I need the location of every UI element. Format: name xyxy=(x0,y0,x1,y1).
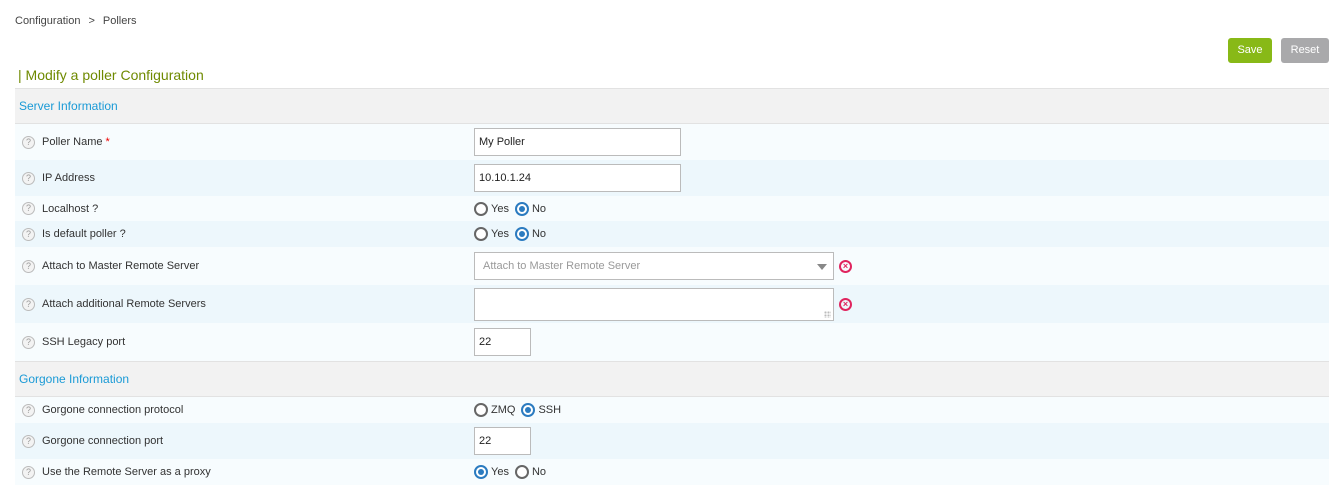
master-remote-select[interactable]: Attach to Master Remote Server xyxy=(474,252,834,280)
label-gorgone-port: Gorgone connection port xyxy=(42,435,164,447)
help-icon[interactable]: ? xyxy=(22,465,35,479)
poller-name-input[interactable]: My Poller xyxy=(474,128,681,156)
help-icon[interactable]: ? xyxy=(22,171,35,185)
help-icon[interactable]: ? xyxy=(22,297,35,311)
localhost-no-radio[interactable]: No xyxy=(514,201,547,216)
breadcrumb-configuration[interactable]: Configuration xyxy=(15,15,81,27)
help-icon[interactable]: ? xyxy=(22,335,35,349)
help-icon[interactable]: ? xyxy=(22,135,35,149)
protocol-zmq-radio[interactable]: ZMQ xyxy=(474,403,515,417)
radio-icon xyxy=(514,465,529,479)
additional-remotes-input[interactable] xyxy=(474,287,834,321)
radio-icon xyxy=(474,227,488,241)
save-button[interactable]: Save xyxy=(1228,38,1272,63)
label-localhost: Localhost ? xyxy=(42,202,99,215)
label-gorgone-protocol: Gorgone connection protocol xyxy=(42,404,184,416)
resize-grip-icon[interactable] xyxy=(824,310,831,318)
localhost-yes-radio[interactable]: Yes xyxy=(474,201,509,216)
poller-form: Server Information ? Poller Name * My Pol… xyxy=(15,88,1329,485)
row-gorgone-port: ? Gorgone connection port 22 xyxy=(15,423,1329,459)
row-master-remote: ? Attach to Master Remote Server Attach … xyxy=(15,247,1329,285)
radio-selected-icon xyxy=(514,201,529,216)
label-additional-remotes: Attach additional Remote Servers xyxy=(42,298,206,310)
radio-label: No xyxy=(531,466,547,478)
section-gorgone-information: Gorgone Information xyxy=(15,361,1329,397)
help-icon[interactable]: ? xyxy=(22,259,35,273)
radio-selected-icon xyxy=(521,403,536,417)
breadcrumb: Configuration > Pollers xyxy=(15,15,137,27)
ip-address-input[interactable]: 10.10.1.24 xyxy=(474,164,681,192)
proxy-yes-radio[interactable]: Yes xyxy=(474,465,509,479)
help-icon[interactable]: ? xyxy=(22,434,35,448)
default-poller-no-radio[interactable]: No xyxy=(514,227,547,241)
label-default-poller: Is default poller ? xyxy=(42,228,126,240)
row-ssh-legacy-port: ? SSH Legacy port 22 xyxy=(15,323,1329,361)
row-additional-remotes: ? Attach additional Remote Servers × xyxy=(15,285,1329,323)
proxy-no-radio[interactable]: No xyxy=(514,465,547,479)
radio-icon xyxy=(474,403,488,417)
gorgone-port-input[interactable]: 22 xyxy=(474,427,531,455)
radio-label: ZMQ xyxy=(491,404,516,416)
radio-label: Yes xyxy=(491,202,509,215)
radio-selected-icon xyxy=(474,465,488,479)
chevron-down-icon xyxy=(817,264,827,270)
radio-icon xyxy=(474,201,488,216)
section-server-information: Server Information xyxy=(15,88,1329,124)
row-poller-name: ? Poller Name * My Poller xyxy=(15,124,1329,160)
radio-selected-icon xyxy=(514,227,529,241)
label-text: Poller Name xyxy=(42,136,103,148)
required-marker: * xyxy=(105,136,110,148)
label-remote-proxy: Use the Remote Server as a proxy xyxy=(42,466,211,478)
row-default-poller: ? Is default poller ? Yes No xyxy=(15,221,1329,247)
default-poller-yes-radio[interactable]: Yes xyxy=(474,227,509,241)
label-poller-name: Poller Name * xyxy=(42,136,110,148)
ssh-legacy-port-input[interactable]: 22 xyxy=(474,328,531,356)
radio-label: SSH xyxy=(538,404,562,416)
clear-circle-icon[interactable]: × xyxy=(839,259,852,273)
label-ip-address: IP Address xyxy=(42,172,95,184)
radio-label: No xyxy=(531,202,547,215)
help-icon[interactable]: ? xyxy=(22,227,35,241)
page-title: | Modify a poller Configuration xyxy=(18,67,204,83)
radio-label: Yes xyxy=(491,228,509,240)
radio-label: No xyxy=(531,228,547,240)
label-master-remote: Attach to Master Remote Server xyxy=(42,260,200,272)
row-ip-address: ? IP Address 10.10.1.24 xyxy=(15,160,1329,196)
protocol-ssh-radio[interactable]: SSH xyxy=(521,403,561,417)
help-icon[interactable]: ? xyxy=(22,202,35,215)
row-localhost: ? Localhost ? Yes No xyxy=(15,196,1329,221)
row-remote-proxy: ? Use the Remote Server as a proxy Yes N… xyxy=(15,459,1329,485)
breadcrumb-separator: > xyxy=(88,15,95,27)
row-gorgone-protocol: ? Gorgone connection protocol ZMQ SSH xyxy=(15,397,1329,423)
clear-circle-icon[interactable]: × xyxy=(839,297,852,311)
help-icon[interactable]: ? xyxy=(22,403,35,417)
select-placeholder: Attach to Master Remote Server xyxy=(483,260,641,272)
radio-label: Yes xyxy=(491,466,509,478)
reset-button[interactable]: Reset xyxy=(1281,38,1329,63)
label-ssh-legacy-port: SSH Legacy port xyxy=(42,336,126,348)
breadcrumb-pollers[interactable]: Pollers xyxy=(102,15,137,27)
